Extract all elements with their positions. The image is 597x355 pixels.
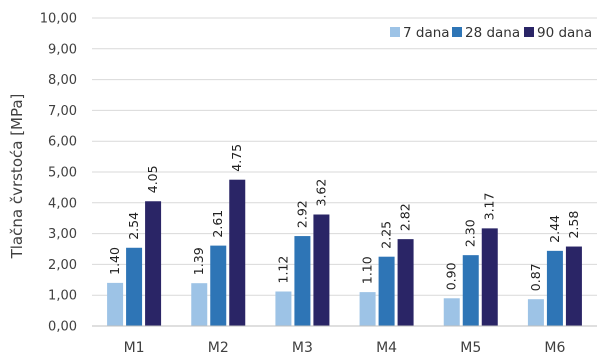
legend-swatch xyxy=(452,27,462,37)
y-axis-ticks: 0,00 1,00 2,00 3,00 4,00 5,00 6,00 7,00 8,00 9,00… xyxy=(40,12,77,335)
data-label: 3.17 xyxy=(482,193,497,221)
data-label: 2.58 xyxy=(566,211,581,239)
y-tick-label: 4,00 xyxy=(48,196,77,211)
legend-label: 90 dana xyxy=(537,25,592,41)
legend-swatch xyxy=(524,27,534,37)
x-category-label: M5 xyxy=(460,340,481,355)
legend-swatch xyxy=(390,27,400,37)
y-tick-label: 2,00 xyxy=(48,258,77,273)
bar xyxy=(210,245,227,326)
bar xyxy=(565,246,582,326)
y-tick-label: 8,00 xyxy=(48,73,77,88)
gridlines xyxy=(92,17,597,296)
data-label: 3.62 xyxy=(313,179,328,207)
data-label: 2.30 xyxy=(463,219,478,247)
bar xyxy=(397,239,414,326)
y-axis-title: Tlačna čvrstoća [MPa] xyxy=(8,94,26,260)
y-tick-label: 6,00 xyxy=(48,135,77,150)
bar xyxy=(107,282,124,326)
bar xyxy=(191,283,208,326)
data-label: 4.75 xyxy=(229,144,244,172)
data-label: 0.87 xyxy=(528,263,543,291)
data-label: 4.05 xyxy=(145,165,160,193)
data-label: 2.82 xyxy=(398,203,413,231)
bar xyxy=(313,214,330,326)
y-tick-label: 10,00 xyxy=(40,12,77,27)
y-tick-label: 9,00 xyxy=(48,42,77,57)
bar xyxy=(229,179,246,326)
y-tick-label: 5,00 xyxy=(48,166,77,181)
x-axis-categories: M1 M2 M3 M4 M5 M6 xyxy=(124,340,566,355)
x-category-label: M4 xyxy=(376,340,397,355)
data-label: 2.61 xyxy=(210,210,225,238)
data-label: 2.25 xyxy=(379,221,394,249)
bar xyxy=(546,250,563,326)
bar xyxy=(294,236,311,326)
x-category-label: M1 xyxy=(124,340,145,355)
bars xyxy=(107,179,582,326)
bar xyxy=(378,256,395,326)
data-label: 0.90 xyxy=(444,262,459,290)
bar xyxy=(275,291,292,326)
data-label: 1.12 xyxy=(275,256,290,284)
y-tick-label: 7,00 xyxy=(48,104,77,119)
bar xyxy=(481,228,498,326)
y-tick-label: 0,00 xyxy=(48,320,77,335)
x-category-label: M2 xyxy=(208,340,229,355)
data-label: 1.10 xyxy=(360,256,375,284)
data-label: 1.39 xyxy=(191,247,206,275)
bar xyxy=(359,292,376,326)
legend-label: 7 dana xyxy=(403,25,450,41)
legend: 7 dana 28 dana 90 dana xyxy=(390,25,592,41)
bar xyxy=(145,201,162,326)
bar xyxy=(126,247,143,326)
data-label: 2.92 xyxy=(294,200,309,228)
data-label: 2.44 xyxy=(547,215,562,243)
data-label: 1.40 xyxy=(107,247,122,275)
legend-label: 28 dana xyxy=(465,25,520,41)
bar xyxy=(462,255,479,326)
y-tick-label: 1,00 xyxy=(48,289,77,304)
data-labels: 1.40 2.54 4.05 1.39 2.61 4.75 1.12 2.92 3.62 1.10… xyxy=(107,144,581,291)
data-label: 2.54 xyxy=(126,212,141,240)
bar xyxy=(527,299,544,326)
x-category-label: M6 xyxy=(544,340,565,355)
x-category-label: M3 xyxy=(292,340,313,355)
bar xyxy=(443,298,460,326)
y-tick-label: 3,00 xyxy=(48,227,77,242)
